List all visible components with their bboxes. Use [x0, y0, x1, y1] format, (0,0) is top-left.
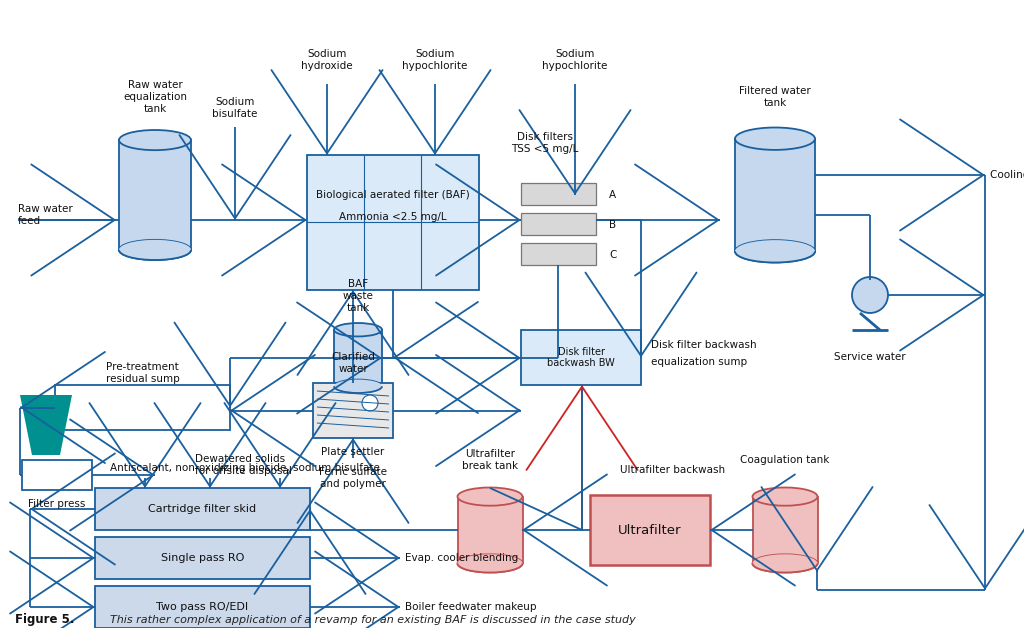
Bar — [521, 183, 596, 205]
Text: Sodium
bisulfate: Sodium bisulfate — [212, 97, 258, 119]
Ellipse shape — [735, 240, 815, 263]
Bar — [521, 330, 641, 385]
Text: Cooling towers: Cooling towers — [990, 170, 1024, 180]
Text: Dewatered solids
for offsite disposal: Dewatered solids for offsite disposal — [195, 454, 292, 476]
Ellipse shape — [334, 323, 382, 337]
Text: Sodium
hydroxide: Sodium hydroxide — [301, 49, 353, 71]
Ellipse shape — [753, 555, 817, 573]
Text: Ferric sulfate
and polymer: Ferric sulfate and polymer — [319, 467, 387, 489]
Text: Biological aerated filter (BAF): Biological aerated filter (BAF) — [316, 190, 470, 200]
Text: Service water: Service water — [835, 352, 906, 362]
Text: Raw water
feed: Raw water feed — [18, 204, 73, 226]
Bar — [521, 213, 596, 235]
Bar — [307, 155, 479, 290]
Text: This rather complex application of a revamp for an existing BAF is discussed in : This rather complex application of a rev… — [110, 615, 636, 625]
Text: Disk filter backwash: Disk filter backwash — [651, 340, 757, 350]
Bar — [590, 495, 710, 565]
Text: BAF
waste
tank: BAF waste tank — [343, 279, 374, 313]
Text: Antiscalant, non-oxidizing biocide, sodium bisulfate: Antiscalant, non-oxidizing biocide, sodi… — [110, 463, 380, 473]
Ellipse shape — [119, 240, 191, 260]
Ellipse shape — [753, 555, 817, 573]
Bar — [55, 385, 230, 430]
Text: Raw water
equalization
tank: Raw water equalization tank — [123, 80, 187, 114]
Text: Pre-treatment
residual sump: Pre-treatment residual sump — [105, 362, 179, 384]
Text: Ammonia <2.5 mg/L: Ammonia <2.5 mg/L — [339, 212, 446, 222]
Polygon shape — [20, 395, 72, 455]
Text: B: B — [609, 220, 616, 230]
Bar — [334, 330, 382, 386]
Bar — [95, 537, 310, 579]
Bar — [735, 139, 815, 251]
Ellipse shape — [458, 555, 522, 573]
Text: Filter press: Filter press — [29, 499, 86, 509]
Text: Ultrafilter: Ultrafilter — [618, 524, 682, 536]
Text: Sodium
hypochlorite: Sodium hypochlorite — [402, 49, 468, 71]
Text: Coagulation tank: Coagulation tank — [740, 455, 829, 465]
Bar — [22, 460, 92, 490]
Ellipse shape — [852, 277, 888, 313]
Bar — [95, 488, 310, 530]
Ellipse shape — [119, 240, 191, 260]
Text: Clarified
water: Clarified water — [331, 352, 375, 374]
Ellipse shape — [119, 130, 191, 150]
Ellipse shape — [334, 379, 382, 393]
Text: Disk filter
backwash BW: Disk filter backwash BW — [547, 347, 614, 368]
Text: Disk filters
TSS <5 mg/L: Disk filters TSS <5 mg/L — [511, 133, 579, 154]
Text: Two pass RO/EDI: Two pass RO/EDI — [157, 602, 249, 612]
Text: Figure 5.: Figure 5. — [15, 614, 75, 627]
Text: Plate settler: Plate settler — [322, 447, 385, 457]
Text: equalization sump: equalization sump — [651, 357, 748, 367]
Text: Boiler feedwater makeup: Boiler feedwater makeup — [406, 602, 537, 612]
Text: Cartridge filter skid: Cartridge filter skid — [148, 504, 257, 514]
Bar — [95, 586, 310, 628]
Text: Filtered water
tank: Filtered water tank — [739, 86, 811, 108]
Bar — [521, 243, 596, 265]
Text: Ultrafilter
break tank: Ultrafilter break tank — [462, 449, 518, 471]
Text: Single pass RO: Single pass RO — [161, 553, 244, 563]
Bar — [753, 497, 817, 563]
Ellipse shape — [362, 395, 378, 411]
Ellipse shape — [458, 487, 522, 506]
Text: A: A — [609, 190, 616, 200]
Ellipse shape — [334, 379, 382, 393]
Bar — [313, 383, 393, 438]
Ellipse shape — [735, 240, 815, 263]
Ellipse shape — [735, 127, 815, 150]
Text: Ultrafilter backwash: Ultrafilter backwash — [620, 465, 725, 475]
Text: C: C — [609, 250, 616, 260]
Ellipse shape — [458, 555, 522, 573]
Ellipse shape — [753, 487, 817, 506]
Bar — [458, 497, 522, 563]
Text: Evap. cooler blending: Evap. cooler blending — [406, 553, 518, 563]
Text: Sodium
hypochlorite: Sodium hypochlorite — [543, 49, 607, 71]
Bar — [119, 140, 191, 250]
